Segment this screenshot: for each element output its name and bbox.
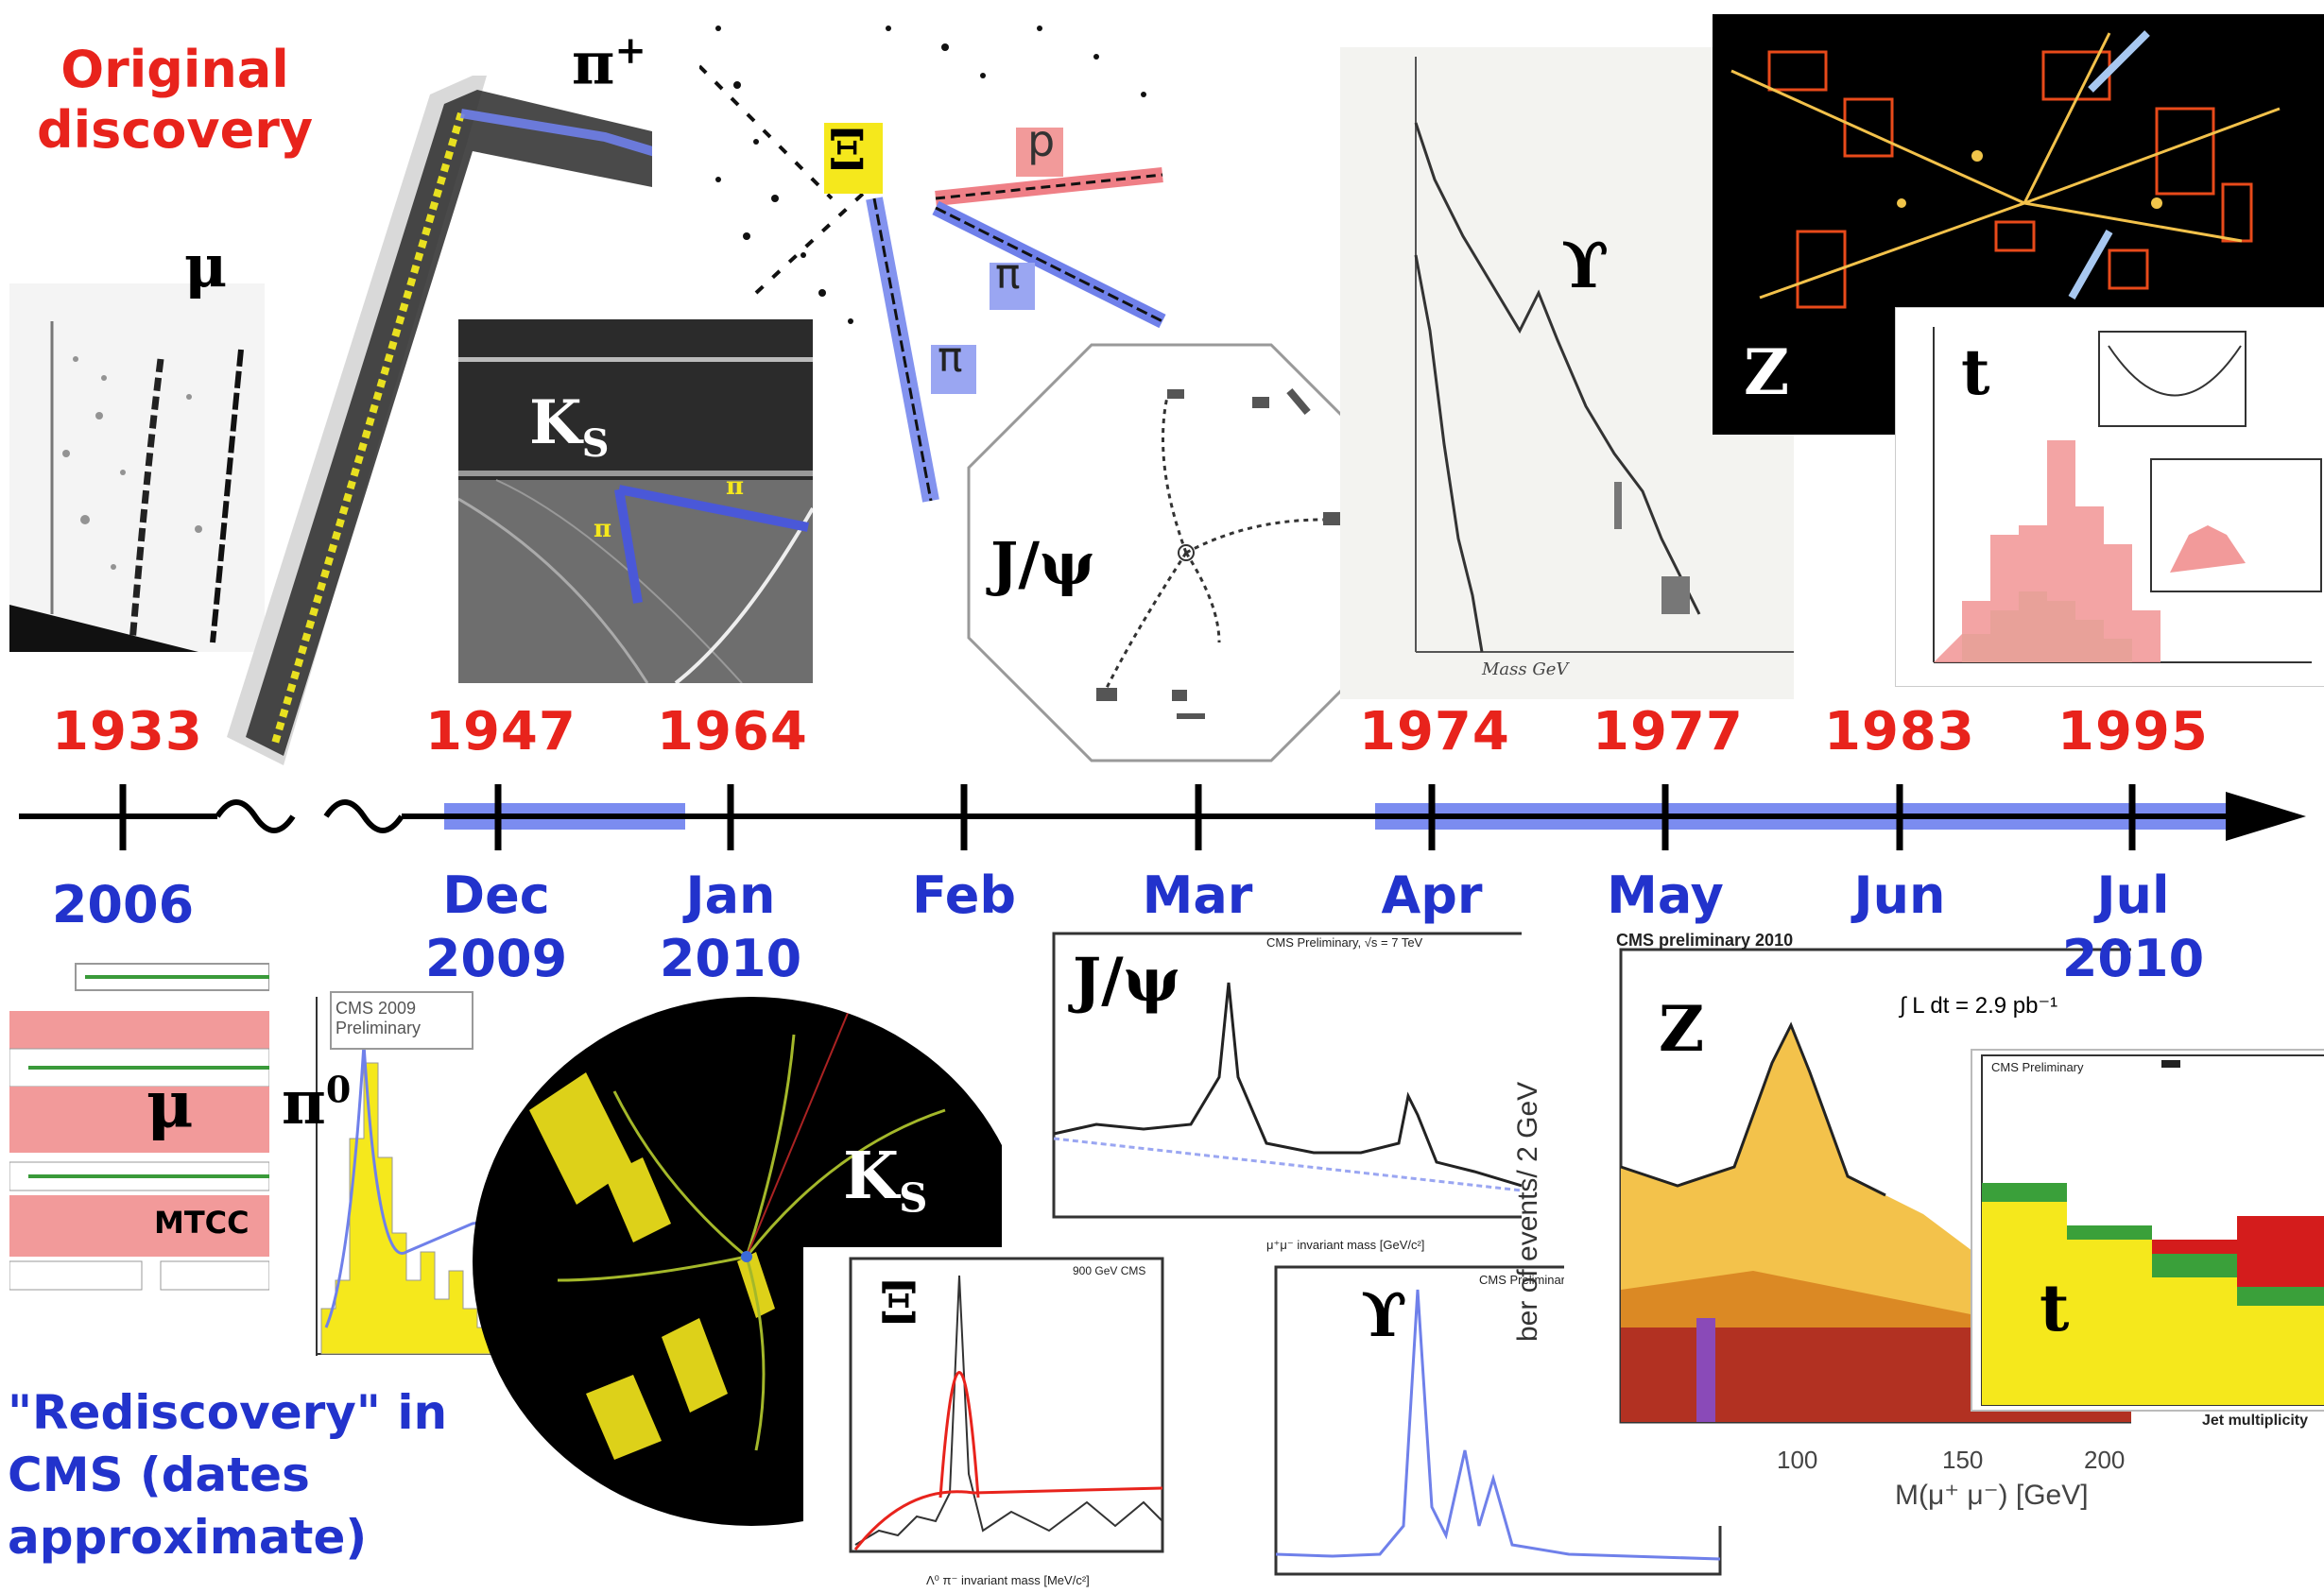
date-jan: Jan xyxy=(685,865,776,925)
cms-top-legend: CMS Preliminary xyxy=(1991,1060,2084,1074)
date-dec: Dec xyxy=(442,865,550,925)
original-ks-label: KS xyxy=(529,387,610,466)
cms-z-ylabel: ber of events/ 2 GeV xyxy=(1512,1081,1543,1342)
date-2010b: 2010 xyxy=(2061,929,2205,988)
cms-xi-legend: 900 GeV CMS xyxy=(1073,1264,1146,1277)
cms-muon-display xyxy=(9,954,269,1294)
original-discovery-heading: Original discovery xyxy=(36,40,314,160)
cms-upsilon-label: ϒ xyxy=(1361,1280,1407,1351)
cms-z-xtick-150: 150 xyxy=(1942,1446,1984,1474)
cms-xi-plot: 900 GeV CMS Λ⁰ π⁻ invariant mass [MeV/c²… xyxy=(803,1247,1172,1593)
cms-z-label: Z xyxy=(1659,992,1705,1066)
cms-z-header: CMS preliminary 2010 xyxy=(1616,931,1794,950)
cms-jpsi-plot: CMS Preliminary, √s = 7 TeV μ⁺μ⁻ invaria… xyxy=(1002,926,1522,1266)
original-t-label: t xyxy=(1961,335,1990,409)
cms-ks-label: KS xyxy=(843,1139,928,1222)
year-1933: 1933 xyxy=(52,701,203,762)
original-xi-photo xyxy=(699,26,1166,503)
date-may: May xyxy=(1607,865,1724,925)
date-mar: Mar xyxy=(1142,865,1253,925)
original-mu-label: μ xyxy=(184,231,228,300)
timeline-arrowhead xyxy=(2226,792,2306,841)
original-ks-pi-label-1: π xyxy=(594,515,612,543)
original-xi-pi-label-1: π xyxy=(995,250,1021,299)
date-feb: Feb xyxy=(912,865,1016,925)
cms-xi-xlabel: Λ⁰ π⁻ invariant mass [MeV/c²] xyxy=(926,1573,1090,1587)
original-ks-photo xyxy=(458,319,813,683)
cms-jpsi-label: J/ψ xyxy=(1073,945,1180,1016)
rediscovery-heading: "Rediscovery" in CMS (dates approximate) xyxy=(8,1385,448,1565)
original-upsilon-label: ϒ xyxy=(1561,229,1610,302)
date-apr: Apr xyxy=(1381,865,1483,925)
timeline-break-wave-1 xyxy=(215,799,296,833)
original-muon-photo xyxy=(9,283,265,652)
date-2009: 2009 xyxy=(424,929,568,988)
original-z-label: Z xyxy=(1744,335,1790,409)
original-pi-plus-label: π+ xyxy=(572,28,646,98)
original-xi-pi-label-2: π xyxy=(938,334,963,382)
cms-jpsi-xlabel: μ⁺μ⁻ invariant mass [GeV/c²] xyxy=(1266,1238,1425,1252)
original-jpsi-label: J/ψ xyxy=(990,529,1095,598)
year-1983: 1983 xyxy=(1824,701,1975,762)
cms-z-xtick-100: 100 xyxy=(1777,1446,1818,1474)
year-1974: 1974 xyxy=(1359,701,1510,762)
original-xi-label: Ξ xyxy=(828,118,867,182)
date-jul: Jul xyxy=(2096,865,2170,925)
year-1977: 1977 xyxy=(1592,701,1744,762)
date-2006: 2006 xyxy=(51,875,195,934)
cms-top-xlabel: Jet multiplicity xyxy=(2202,1413,2309,1429)
cms-pi0-legend: CMS 2009 Preliminary xyxy=(336,999,422,1037)
timeline-ticks xyxy=(119,784,2136,850)
cms-pi0-label: π0 xyxy=(282,1068,352,1139)
cms-mu-label: μ xyxy=(146,1068,194,1143)
cms-t-label: t xyxy=(2040,1271,2070,1346)
original-top-plot xyxy=(1895,307,2324,687)
timeline xyxy=(19,784,2306,850)
original-ks-pi-label-2: π xyxy=(726,472,745,501)
original-upsilon-axis-label: Mass GeV xyxy=(1482,659,1569,679)
year-1947: 1947 xyxy=(425,701,577,762)
date-2010a: 2010 xyxy=(659,929,802,988)
year-1995: 1995 xyxy=(2057,701,2209,762)
original-jpsi-event xyxy=(967,343,1396,762)
year-1964: 1964 xyxy=(657,701,808,762)
cms-jpsi-legend: CMS Preliminary, √s = 7 TeV xyxy=(1266,935,1423,950)
cms-mtcc-label: MTCC xyxy=(154,1205,250,1241)
cms-top-plot: CMS Preliminary xyxy=(1971,1049,2324,1412)
cms-z-lumi: ∫ L dt = 2.9 pb⁻¹ xyxy=(1900,993,2058,1019)
cms-z-xtick-200: 200 xyxy=(2084,1446,2126,1474)
cms-xi-label: Ξ xyxy=(879,1271,920,1337)
cms-z-xlabel: M(μ⁺ μ⁻) [GeV] xyxy=(1895,1480,2089,1511)
original-xi-p-label: p xyxy=(1027,115,1056,166)
timeline-break-wave-2 xyxy=(323,799,405,833)
date-jun: Jun xyxy=(1853,865,1946,925)
original-pion-photo xyxy=(227,76,652,765)
